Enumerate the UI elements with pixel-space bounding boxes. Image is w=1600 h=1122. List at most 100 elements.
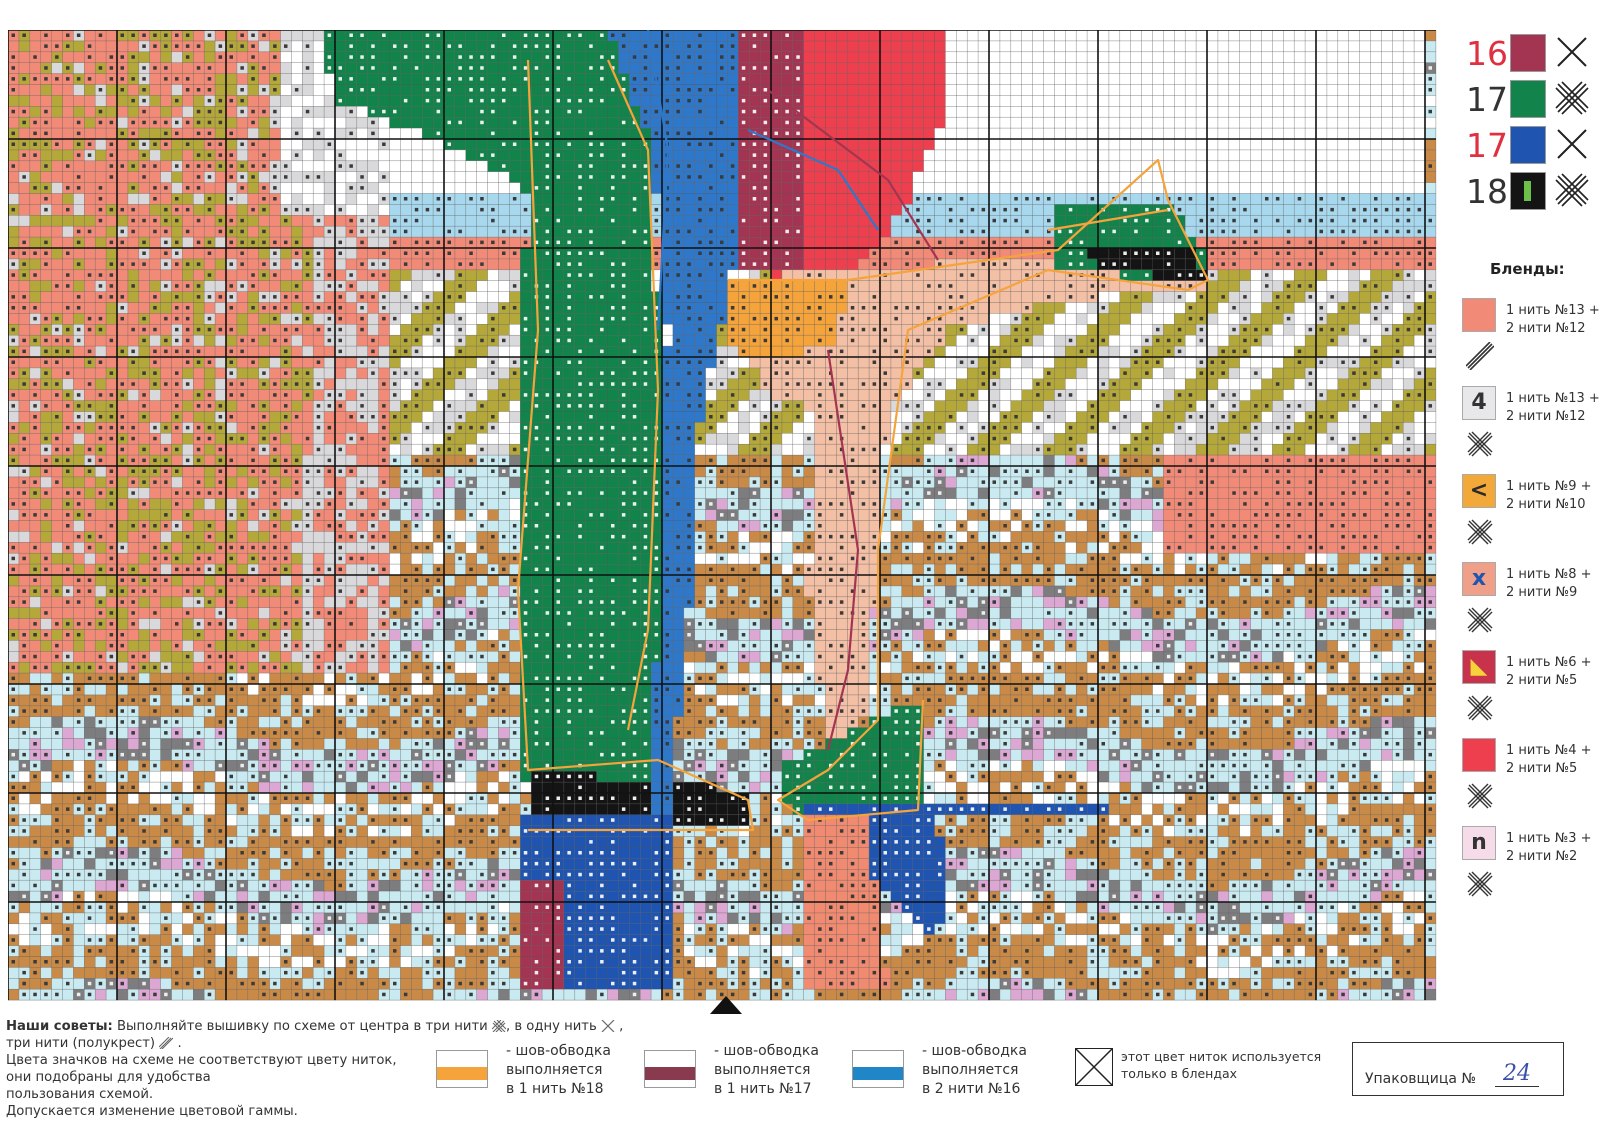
stitch-cell xyxy=(182,237,194,248)
stitch-cell xyxy=(1316,62,1327,74)
stitch-symbol xyxy=(589,240,593,245)
stitch-symbol xyxy=(458,295,462,299)
stitch-symbol xyxy=(349,164,353,168)
stitch-symbol xyxy=(327,306,332,310)
stitch-cell xyxy=(444,171,455,183)
stitch-symbol xyxy=(676,164,680,168)
stitch-cell xyxy=(1108,182,1120,194)
stitch-cell xyxy=(531,95,543,107)
stitch-symbol xyxy=(436,273,441,277)
stitch-cell xyxy=(400,160,412,172)
stitch-cell xyxy=(1326,95,1338,107)
stitch-cell xyxy=(345,171,357,183)
stitch-symbol xyxy=(687,306,691,310)
stitch-cell xyxy=(1119,237,1131,248)
stitch-symbol xyxy=(327,273,332,277)
stitch-symbol xyxy=(360,316,364,321)
stitch-symbol xyxy=(218,218,223,223)
stitch-cell xyxy=(749,324,761,336)
stitch-cell xyxy=(454,171,466,183)
stitch-cell xyxy=(1272,149,1284,161)
stitch-symbol xyxy=(556,66,560,70)
stitch-cell xyxy=(1228,160,1240,172)
stitch-cell xyxy=(858,149,870,161)
stitch-cell xyxy=(411,84,423,96)
stitch-cell xyxy=(1403,106,1415,118)
stitch-cell xyxy=(803,171,815,183)
stitch-cell xyxy=(149,335,161,347)
stitch-symbol xyxy=(992,207,996,212)
stitch-cell xyxy=(978,182,989,194)
stitch-cell xyxy=(629,258,641,270)
stitch-cell xyxy=(498,62,510,74)
stitch-cell xyxy=(411,117,423,129)
stitch-cell xyxy=(607,117,619,129)
stitch-symbol xyxy=(600,327,604,332)
stitch-cell xyxy=(901,84,913,96)
stitch-cell xyxy=(640,149,652,161)
stitch-cell xyxy=(978,106,989,118)
stitch-cell xyxy=(1185,237,1197,248)
stitch-cell xyxy=(705,269,717,281)
stitch-cell xyxy=(1283,139,1295,150)
stitch-symbol xyxy=(142,142,146,146)
stitch-cell xyxy=(858,291,870,303)
stitch-cell xyxy=(967,237,979,248)
stitch-symbol xyxy=(22,153,26,157)
stitch-symbol xyxy=(87,327,92,332)
stitch-cell xyxy=(1185,128,1197,139)
stitch-symbol xyxy=(229,131,233,136)
stitch-symbol xyxy=(861,306,866,310)
stitch-cell xyxy=(1316,139,1327,150)
stitch-cell xyxy=(683,117,695,129)
stitch-symbol xyxy=(698,316,702,321)
stitch-symbol xyxy=(142,44,146,48)
stitch-cell xyxy=(247,258,259,270)
stitch-symbol xyxy=(1243,327,1247,332)
stitch-cell xyxy=(672,30,684,41)
stitch-cell xyxy=(8,149,19,161)
stitch-cell xyxy=(1152,258,1164,270)
stitch-symbol xyxy=(785,109,789,114)
stitch-symbol xyxy=(371,66,375,70)
stitch-cell xyxy=(760,73,771,85)
stitch-symbol xyxy=(730,66,735,70)
stitch-cell xyxy=(1010,95,1022,107)
stitch-cell xyxy=(1207,73,1218,85)
stitch-cell xyxy=(553,182,564,194)
stitch-cell xyxy=(1359,226,1371,238)
stitch-symbol xyxy=(654,109,659,114)
stitch-cell xyxy=(1207,117,1218,129)
stitch-cell xyxy=(313,280,325,292)
stitch-symbol xyxy=(251,77,255,81)
stitch-symbol xyxy=(1428,164,1432,168)
stitch-cell xyxy=(901,160,913,172)
stitch-symbol xyxy=(1232,306,1236,310)
stitch-cell xyxy=(999,248,1011,259)
stitch-symbol xyxy=(207,273,212,277)
stitch-cell xyxy=(792,269,804,281)
stitch-cell xyxy=(1087,117,1098,129)
stitch-cell xyxy=(651,291,662,303)
stitch-symbol xyxy=(175,218,179,223)
stitch-cell xyxy=(1098,106,1109,118)
stitch-cell xyxy=(84,335,96,347)
stitch-cell xyxy=(29,193,41,205)
stitch-cell xyxy=(258,171,270,183)
stitch-cell xyxy=(890,51,902,63)
stitch-cell xyxy=(1043,182,1055,194)
stitch-cell xyxy=(803,128,815,139)
stitch-symbol xyxy=(807,306,811,310)
stitch-cell xyxy=(912,139,924,150)
stitch-cell xyxy=(596,215,608,227)
stitch-cell xyxy=(574,62,586,74)
stitch-cell xyxy=(531,73,543,85)
stitch-cell xyxy=(117,193,128,205)
stitch-cell xyxy=(1250,40,1262,52)
stitch-symbol xyxy=(403,218,408,223)
stitch-symbol xyxy=(774,98,778,103)
stitch-cell xyxy=(1239,215,1251,227)
stitch-cell xyxy=(1305,95,1316,107)
stitch-cell xyxy=(923,139,935,150)
stitch-symbol xyxy=(730,229,735,234)
